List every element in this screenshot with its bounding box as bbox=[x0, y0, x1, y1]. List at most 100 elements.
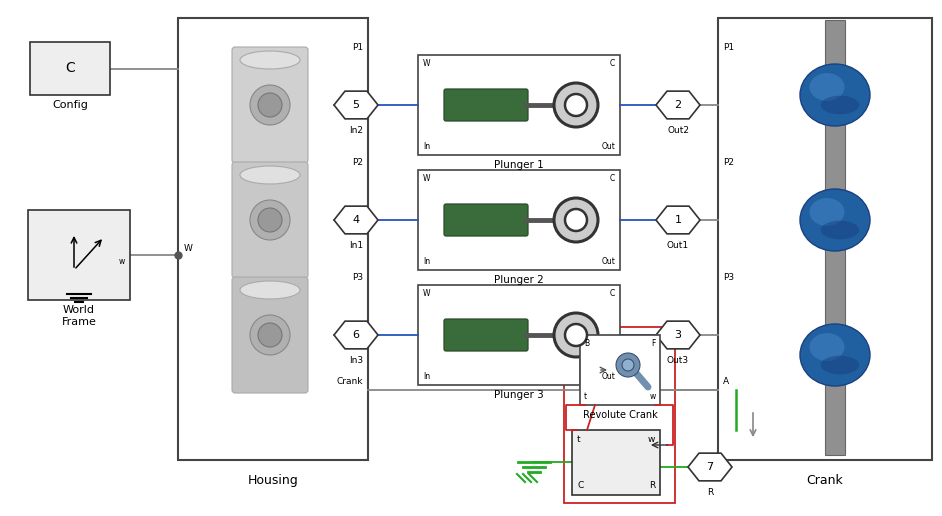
Circle shape bbox=[258, 93, 282, 117]
Text: Plunger 2: Plunger 2 bbox=[495, 275, 544, 285]
Polygon shape bbox=[656, 321, 700, 349]
Text: P1: P1 bbox=[723, 43, 734, 52]
Text: In1: In1 bbox=[349, 241, 363, 250]
Text: B: B bbox=[584, 339, 589, 348]
Ellipse shape bbox=[809, 73, 844, 101]
Circle shape bbox=[554, 83, 598, 127]
Polygon shape bbox=[688, 453, 732, 481]
Bar bbox=[825, 20, 845, 455]
Text: P2: P2 bbox=[352, 158, 363, 167]
Text: t: t bbox=[584, 392, 587, 401]
Text: Config: Config bbox=[52, 100, 88, 110]
FancyBboxPatch shape bbox=[232, 277, 308, 393]
Circle shape bbox=[565, 324, 587, 346]
Text: P1: P1 bbox=[352, 43, 363, 52]
Text: C: C bbox=[609, 174, 615, 183]
Text: W: W bbox=[184, 244, 193, 253]
Polygon shape bbox=[334, 91, 378, 119]
Circle shape bbox=[250, 85, 290, 125]
Circle shape bbox=[565, 209, 587, 231]
Ellipse shape bbox=[820, 356, 859, 374]
Bar bbox=[564, 327, 675, 503]
Text: Crank: Crank bbox=[336, 377, 363, 386]
Text: t: t bbox=[577, 435, 580, 444]
Text: F: F bbox=[652, 339, 656, 348]
Bar bbox=[418, 170, 620, 270]
Text: R: R bbox=[706, 488, 713, 497]
Ellipse shape bbox=[240, 51, 300, 69]
Bar bbox=[580, 335, 660, 405]
Text: In: In bbox=[423, 257, 430, 266]
Text: Revolute Crank: Revolute Crank bbox=[582, 410, 658, 420]
Text: P3: P3 bbox=[723, 273, 734, 282]
Text: C: C bbox=[65, 61, 74, 75]
Text: In3: In3 bbox=[349, 356, 363, 365]
Text: Crank: Crank bbox=[806, 474, 843, 487]
Ellipse shape bbox=[820, 221, 859, 239]
Polygon shape bbox=[334, 206, 378, 234]
FancyBboxPatch shape bbox=[232, 47, 308, 163]
Text: 7: 7 bbox=[706, 462, 713, 472]
Text: C: C bbox=[577, 481, 583, 490]
Polygon shape bbox=[656, 91, 700, 119]
Bar bbox=[28, 210, 130, 300]
Text: 6: 6 bbox=[352, 330, 360, 340]
Text: In: In bbox=[423, 372, 430, 381]
Circle shape bbox=[258, 208, 282, 232]
Text: World
Frame: World Frame bbox=[61, 305, 96, 327]
Text: w: w bbox=[119, 257, 125, 266]
Text: In: In bbox=[423, 142, 430, 151]
Bar bbox=[718, 18, 932, 460]
Ellipse shape bbox=[240, 166, 300, 184]
FancyBboxPatch shape bbox=[232, 162, 308, 278]
Text: 3: 3 bbox=[674, 330, 681, 340]
Text: W: W bbox=[423, 289, 430, 298]
Circle shape bbox=[554, 313, 598, 357]
Text: Plunger 1: Plunger 1 bbox=[495, 160, 544, 170]
Bar bbox=[418, 55, 620, 155]
Text: 5: 5 bbox=[352, 100, 360, 110]
Circle shape bbox=[565, 94, 587, 116]
Ellipse shape bbox=[809, 333, 844, 361]
Bar bbox=[418, 285, 620, 385]
Bar bbox=[572, 430, 660, 495]
Ellipse shape bbox=[820, 95, 859, 115]
Text: P3: P3 bbox=[352, 273, 363, 282]
Text: P2: P2 bbox=[723, 158, 734, 167]
Text: 4: 4 bbox=[352, 215, 360, 225]
Circle shape bbox=[554, 198, 598, 242]
Text: W: W bbox=[423, 174, 430, 183]
Text: Plunger 3: Plunger 3 bbox=[495, 390, 544, 400]
Text: Housing: Housing bbox=[248, 474, 299, 487]
Ellipse shape bbox=[800, 64, 870, 126]
Text: w: w bbox=[650, 392, 656, 401]
Ellipse shape bbox=[240, 281, 300, 299]
Text: W: W bbox=[423, 59, 430, 68]
Circle shape bbox=[258, 323, 282, 347]
Polygon shape bbox=[334, 321, 378, 349]
Bar bbox=[178, 18, 368, 460]
Circle shape bbox=[250, 200, 290, 240]
Text: Out: Out bbox=[601, 142, 615, 151]
Polygon shape bbox=[656, 206, 700, 234]
Text: 1: 1 bbox=[674, 215, 681, 225]
Circle shape bbox=[250, 315, 290, 355]
FancyBboxPatch shape bbox=[444, 319, 528, 351]
Text: Out: Out bbox=[601, 257, 615, 266]
Text: Out1: Out1 bbox=[667, 241, 689, 250]
Ellipse shape bbox=[800, 324, 870, 386]
FancyBboxPatch shape bbox=[444, 204, 528, 236]
Text: w: w bbox=[648, 435, 655, 444]
Text: Out3: Out3 bbox=[667, 356, 689, 365]
Circle shape bbox=[616, 353, 640, 377]
Text: Out2: Out2 bbox=[667, 126, 689, 135]
Text: Out: Out bbox=[601, 372, 615, 381]
Text: C: C bbox=[609, 59, 615, 68]
Ellipse shape bbox=[800, 189, 870, 251]
FancyBboxPatch shape bbox=[444, 89, 528, 121]
Text: A: A bbox=[723, 377, 729, 386]
Circle shape bbox=[622, 359, 634, 371]
Text: R: R bbox=[649, 481, 655, 490]
Text: In2: In2 bbox=[349, 126, 363, 135]
Bar bbox=[30, 42, 110, 95]
